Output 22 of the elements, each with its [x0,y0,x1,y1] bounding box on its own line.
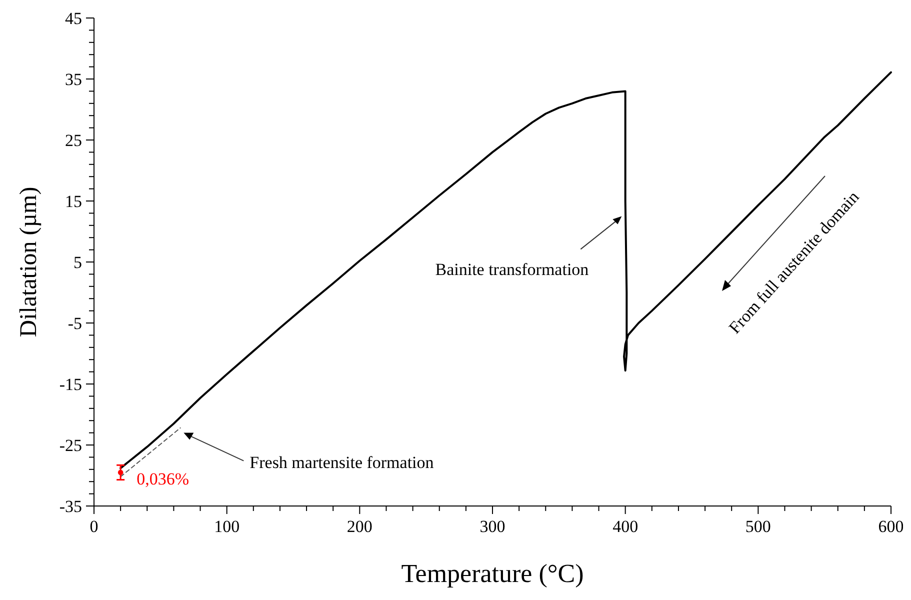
x-tick-label: 0 [90,517,98,536]
x-tick-label: 200 [346,517,372,536]
x-tick-label: 400 [612,517,638,536]
y-tick-label: 25 [65,131,82,150]
y-tick-label: -35 [59,497,82,516]
annotation: 0,036% [136,469,189,488]
annotation: Bainite transformation [435,260,590,280]
y-axis-title: Dilatation (µm) [16,186,42,338]
y-tick-label: 5 [74,253,82,272]
x-tick-label: 600 [878,517,904,536]
x-tick-label: 100 [214,517,240,536]
y-tick-label: -25 [59,436,82,455]
x-tick-label: 500 [745,517,771,536]
x-tick-label: 300 [480,517,506,536]
y-tick-label: -15 [59,375,82,394]
y-tick-label: 35 [65,70,82,89]
annotation: Fresh martensite formation [250,452,434,472]
y-tick-label: 15 [65,192,82,211]
x-axis-title: Temperature (°C) [401,559,584,588]
y-tick-label: -5 [68,314,82,333]
line-series [120,71,892,470]
y-tick-label: 45 [65,9,82,28]
